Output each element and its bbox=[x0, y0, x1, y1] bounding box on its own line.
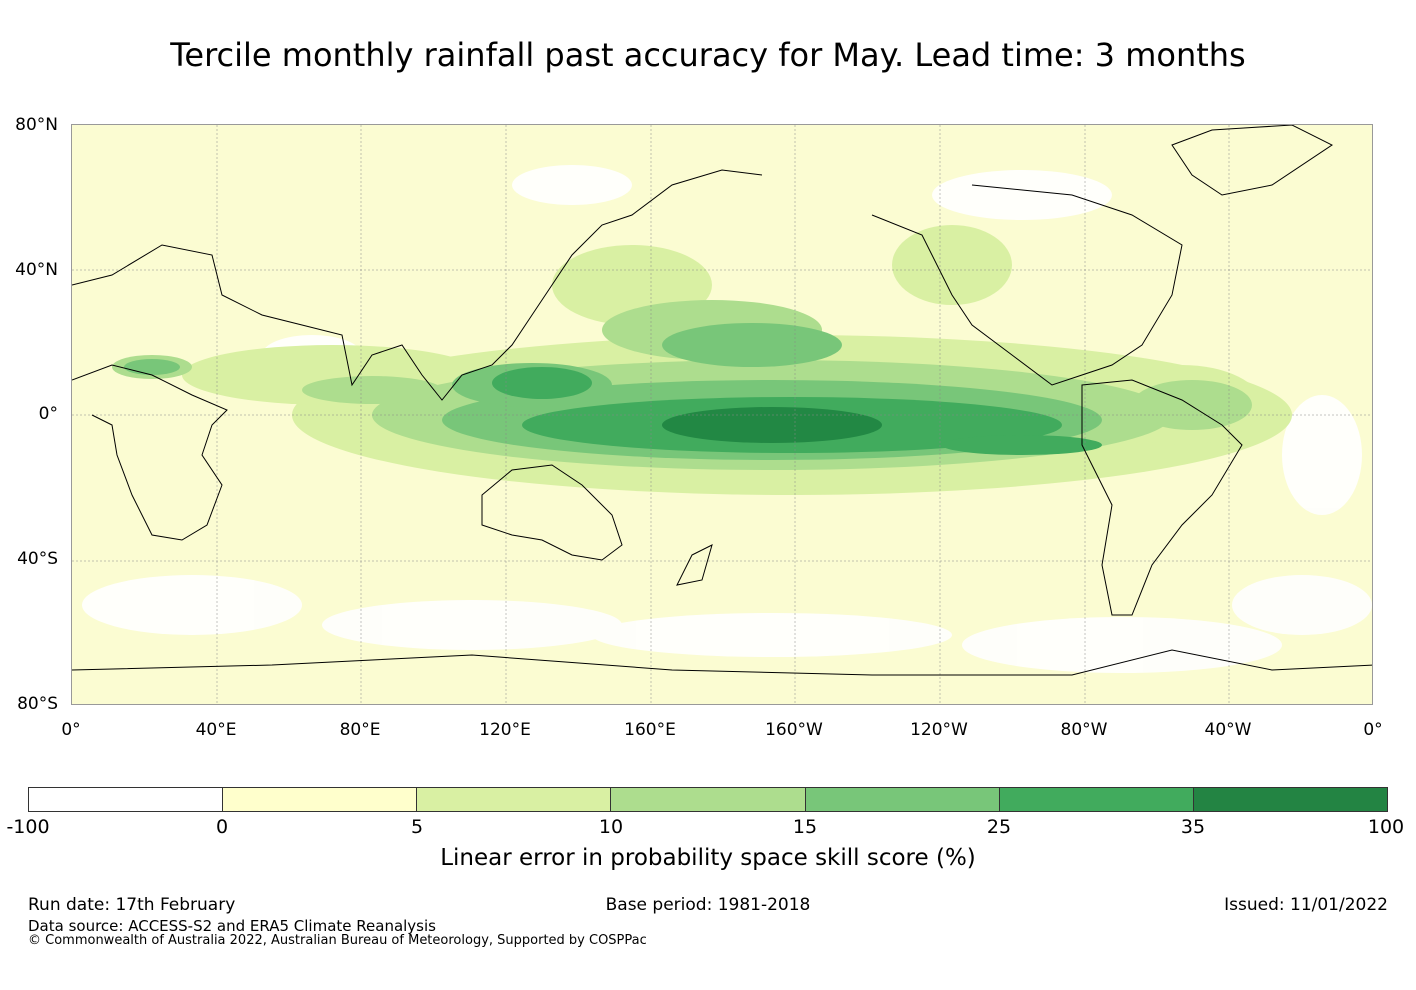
antarctica-coast bbox=[72, 649, 1372, 676]
issued-date: Issued: 11/01/2022 bbox=[1224, 895, 1388, 915]
map-title: Tercile monthly rainfall past accuracy f… bbox=[170, 36, 1246, 74]
colorbar-tick: 25 bbox=[986, 816, 1012, 838]
colorbar-tick: 0 bbox=[215, 816, 229, 838]
copyright: © Commonwealth of Australia 2022, Austra… bbox=[28, 933, 647, 948]
lat-label-40n: 40°N bbox=[15, 260, 58, 280]
colorbar-tick: 35 bbox=[1180, 816, 1206, 838]
colorbar-seg bbox=[999, 788, 1194, 811]
colorbar-tick: -100 bbox=[6, 816, 50, 838]
base-period: Base period: 1981-2018 bbox=[605, 895, 811, 915]
colorbar-seg bbox=[223, 788, 418, 811]
lon-label-80w: 80°W bbox=[1060, 720, 1108, 740]
north-america-coast bbox=[871, 184, 1183, 386]
lon-label-0: 0° bbox=[61, 720, 81, 740]
colorbar-tick: 5 bbox=[410, 816, 424, 838]
coastlines bbox=[72, 125, 1372, 676]
lon-label-40e: 40°E bbox=[195, 720, 237, 740]
lat-label-40s: 40°S bbox=[17, 549, 58, 569]
lat-label-80s: 80°S bbox=[17, 694, 58, 714]
data-source: Data source: ACCESS-S2 and ERA5 Climate … bbox=[28, 917, 436, 935]
colorbar bbox=[28, 787, 1388, 812]
map-canvas bbox=[72, 125, 1372, 704]
south-america-coast bbox=[1081, 379, 1243, 616]
lon-label-120w: 120°W bbox=[910, 720, 968, 740]
australia-coast bbox=[481, 464, 623, 561]
colorbar-label: Linear error in probability space skill … bbox=[440, 845, 976, 871]
colorbar-tick: 15 bbox=[792, 816, 818, 838]
graticule bbox=[72, 125, 1372, 704]
colorbar-seg bbox=[29, 788, 224, 811]
lon-label-160w: 160°W bbox=[765, 720, 823, 740]
colorbar-tick: 100 bbox=[1367, 816, 1405, 838]
colorbar-seg bbox=[417, 788, 612, 811]
colorbar-seg bbox=[1193, 788, 1387, 811]
greenland-coast bbox=[1171, 125, 1333, 196]
lon-label-40w: 40°W bbox=[1204, 720, 1252, 740]
lat-label-80n: 80°N bbox=[15, 115, 58, 135]
skill-map bbox=[71, 124, 1373, 705]
colorbar-seg bbox=[611, 788, 806, 811]
colorbar-tick: 10 bbox=[598, 816, 624, 838]
lon-label-80e: 80°E bbox=[339, 720, 381, 740]
new-zealand-coast bbox=[676, 544, 713, 586]
lat-label-0: 0° bbox=[38, 404, 58, 424]
africa-coast bbox=[72, 364, 228, 541]
lon-label-120e: 120°E bbox=[479, 720, 531, 740]
lon-label-0-east: 0° bbox=[1363, 720, 1383, 740]
run-date: Run date: 17th February bbox=[28, 895, 236, 915]
colorbar-seg bbox=[805, 788, 1000, 811]
eurasia-coast bbox=[72, 169, 763, 401]
skill-35-100 bbox=[662, 407, 882, 443]
lon-label-160e: 160°E bbox=[624, 720, 676, 740]
